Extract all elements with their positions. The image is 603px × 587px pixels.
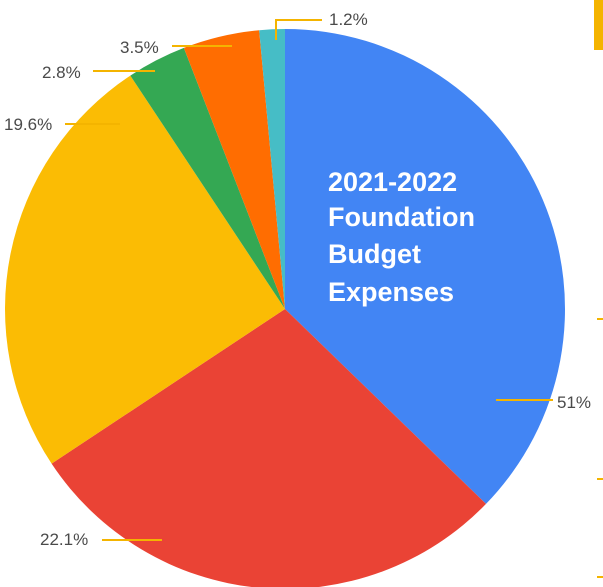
title-line-3: Budget [328, 239, 421, 269]
pie-slice-6 [259, 29, 285, 309]
title-line-4: Expenses [328, 277, 454, 307]
pie-slice-1 [285, 29, 565, 504]
slice-label-2: 22.1% [40, 530, 88, 549]
slice-label-3: 19.6% [4, 115, 52, 134]
chart-title: 2021-2022 Foundation Budget Expenses [328, 167, 475, 307]
slice-labels: 51% 22.1% 19.6% 2.8% 3.5% 1.2% [4, 10, 591, 549]
accent-tick-2 [597, 478, 603, 480]
accent-tick-3 [597, 576, 603, 578]
slice-label-5: 3.5% [120, 38, 159, 57]
pie-slice-2 [51, 309, 487, 587]
title-line-1: 2021-2022 [328, 167, 457, 197]
edge-accents [594, 0, 603, 578]
leader-line-6 [275, 19, 322, 40]
accent-tick-1 [597, 318, 603, 320]
pie-slices [4, 29, 565, 587]
pie-slice-3 [4, 75, 285, 464]
slice-label-1: 51% [557, 393, 591, 412]
slice-label-6: 1.2% [329, 10, 368, 29]
leader-lines [65, 19, 553, 541]
slice-label-4: 2.8% [42, 63, 81, 82]
title-line-2: Foundation [328, 202, 475, 232]
accent-bar [594, 0, 603, 50]
pie-slice-5 [183, 30, 285, 310]
pie-slice-4 [130, 47, 285, 309]
